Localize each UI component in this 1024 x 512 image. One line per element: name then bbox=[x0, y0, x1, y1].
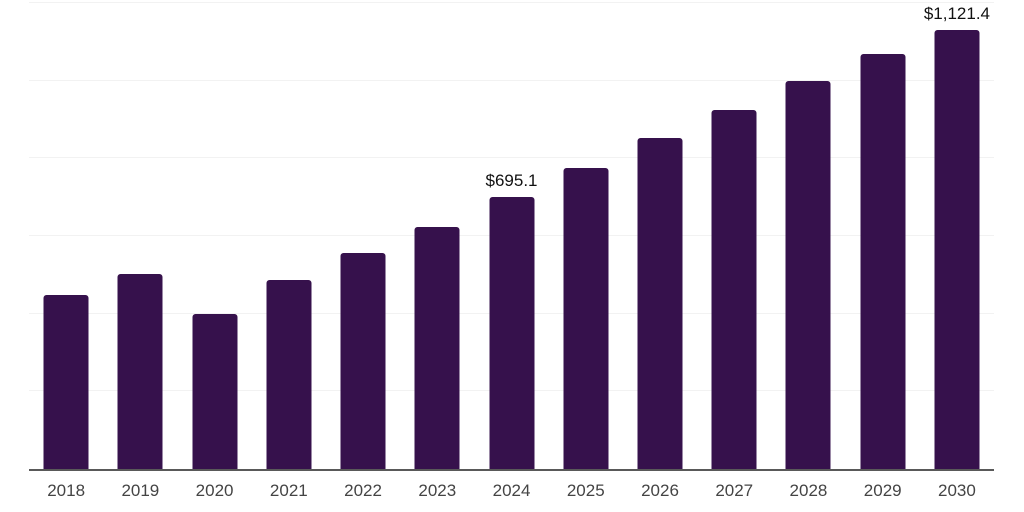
x-axis-label-2023: 2023 bbox=[418, 481, 457, 500]
x-axis-label-2022: 2022 bbox=[344, 481, 382, 500]
x-axis-label-2021: 2021 bbox=[269, 481, 308, 500]
x-axis-label-2019: 2019 bbox=[121, 481, 160, 500]
bar-series: $695.1 $1,121.4 bbox=[29, 3, 994, 469]
x-axis-label-2029: 2029 bbox=[863, 481, 902, 500]
bar-cell-2021 bbox=[252, 3, 326, 469]
x-axis-label-2026: 2026 bbox=[641, 481, 679, 500]
bar-cell-2030: $1,121.4 bbox=[920, 3, 994, 469]
data-label-2024: $695.1 bbox=[485, 170, 538, 190]
x-axis-labels: 2018 2019 2020 2021 2022 2023 2024 2025 2026 2027… bbox=[29, 481, 994, 501]
data-label-2030: $1,121.4 bbox=[923, 3, 991, 23]
bar-2028[interactable] bbox=[785, 81, 831, 469]
bar-cell-2018 bbox=[29, 3, 103, 469]
gridline-6 bbox=[29, 2, 994, 3]
bar-2019[interactable] bbox=[117, 273, 163, 469]
bar-2027[interactable] bbox=[711, 109, 757, 469]
bar-cell-2028 bbox=[771, 3, 845, 469]
bar-cell-2025 bbox=[549, 3, 623, 469]
bar-cell-2022 bbox=[326, 3, 400, 469]
bar-cell-2029 bbox=[846, 3, 920, 469]
bar-2024[interactable] bbox=[489, 196, 535, 469]
x-axis-label-2025: 2025 bbox=[566, 481, 605, 500]
bar-cell-2023 bbox=[400, 3, 474, 469]
bar-chart: $695.1 $1,121.4 2018 2019 2020 2021 2022 2023 2… bbox=[29, 2, 994, 501]
bar-cell-2027 bbox=[697, 3, 771, 469]
bar-2021[interactable] bbox=[266, 279, 312, 469]
bar-2022[interactable] bbox=[340, 252, 386, 469]
x-axis-label-2027: 2027 bbox=[715, 481, 754, 500]
x-axis-label-2024: 2024 bbox=[492, 481, 531, 500]
bar-2026[interactable] bbox=[637, 137, 683, 469]
gridline-4 bbox=[29, 157, 994, 159]
bar-cell-2024: $695.1 bbox=[474, 3, 548, 469]
bar-2029[interactable] bbox=[860, 53, 906, 469]
gridline-5 bbox=[29, 79, 994, 81]
bar-2030[interactable] bbox=[934, 29, 980, 469]
x-axis-label-2018: 2018 bbox=[47, 481, 86, 500]
bar-cell-2020 bbox=[177, 3, 251, 469]
x-axis-label-2020: 2020 bbox=[195, 481, 234, 500]
bar-cell-2026 bbox=[623, 3, 697, 469]
bar-2025[interactable] bbox=[563, 167, 609, 469]
bar-2023[interactable] bbox=[414, 226, 460, 469]
bar-2020[interactable] bbox=[192, 314, 238, 469]
x-axis-label-2030: 2030 bbox=[938, 481, 976, 500]
x-axis-label-2028: 2028 bbox=[789, 481, 828, 500]
bar-2018[interactable] bbox=[43, 294, 89, 469]
bar-cell-2019 bbox=[103, 3, 177, 469]
x-axis-line bbox=[29, 469, 994, 471]
plot-area: $695.1 $1,121.4 bbox=[29, 2, 994, 471]
